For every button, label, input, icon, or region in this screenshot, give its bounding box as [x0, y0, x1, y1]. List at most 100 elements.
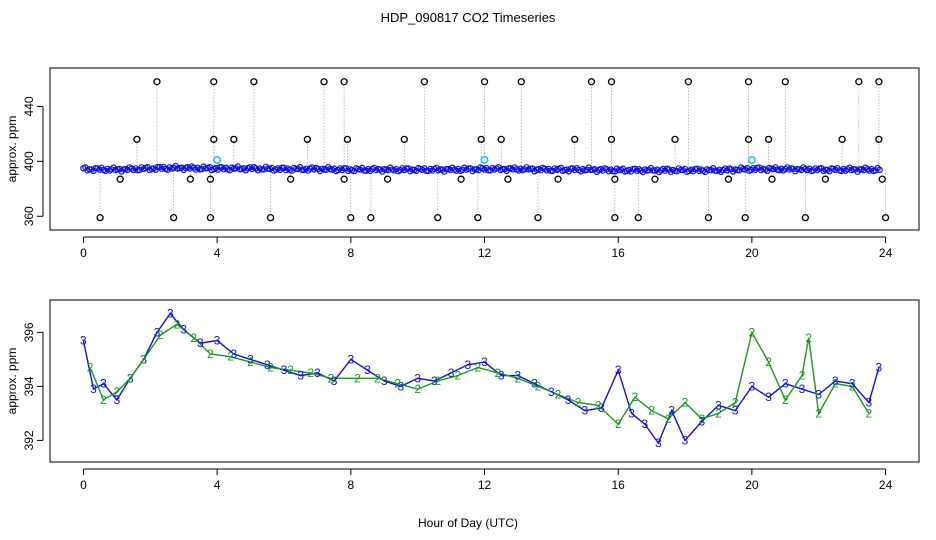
cyan-point — [747, 155, 756, 164]
series-2-marker: 2 — [595, 398, 602, 412]
series-2-marker: 2 — [805, 331, 812, 345]
outlier-mid-high-point — [343, 135, 352, 144]
y-tick-label: 440 — [22, 96, 36, 116]
series-2-marker: 2 — [615, 417, 622, 431]
series-3-marker: 3 — [214, 334, 221, 348]
outlier-low-point — [881, 213, 890, 222]
series-3-marker: 3 — [314, 366, 321, 380]
series-3-marker: 3 — [732, 404, 739, 418]
series-3-marker: 3 — [264, 358, 271, 372]
series-3-marker: 3 — [849, 377, 856, 391]
x-tick-label: 12 — [478, 246, 492, 260]
outlier-mid-low-point — [340, 175, 348, 183]
x-tick-label: 16 — [612, 246, 626, 260]
series-3-marker: 3 — [598, 401, 605, 415]
series-3-marker: 3 — [498, 369, 505, 383]
outlier-mid-low-point — [457, 175, 465, 183]
outlier-high-point — [340, 78, 348, 86]
series-2-marker: 2 — [394, 377, 401, 391]
series-2-marker: 2 — [698, 412, 705, 426]
series-3-marker: 3 — [642, 417, 649, 431]
series-3-marker: 3 — [832, 374, 839, 388]
cyan-point — [480, 155, 489, 164]
outlier-high-point — [781, 78, 789, 86]
outlier-high-point — [210, 78, 218, 86]
outlier-low-point — [474, 213, 482, 222]
panel-2-lines — [82, 312, 880, 445]
x-tick-label: 4 — [214, 478, 221, 492]
series-2-marker: 2 — [474, 361, 481, 375]
x-tick-label: 0 — [80, 478, 87, 492]
outlier-high-point — [607, 78, 616, 86]
panel-1-x-axis: 0 4 8 12 16 20 24 — [80, 236, 893, 260]
outlier-mid-high-point — [477, 135, 485, 144]
series-3-marker: 3 — [297, 369, 304, 383]
outlier-mid-high-point — [230, 135, 238, 144]
series-2-marker: 2 — [354, 371, 361, 385]
panel-1-points — [80, 78, 890, 222]
outlier-high-point — [480, 78, 489, 86]
outlier-high-point — [684, 78, 693, 86]
series-2-marker: 2 — [374, 371, 381, 385]
series-2-marker: 2 — [866, 406, 873, 420]
outlier-mid-low-point — [878, 175, 886, 183]
x-tick-label: 12 — [478, 478, 492, 492]
series-3-marker: 3 — [398, 379, 405, 393]
series-3-marker: 3 — [565, 393, 572, 407]
series-2-marker: 2 — [495, 366, 502, 380]
panel-1-y-axis: 360 400 440 — [22, 96, 44, 226]
series-3-marker: 3 — [364, 363, 371, 377]
series-3-marker: 3 — [782, 377, 789, 391]
series-3-marker: 3 — [581, 404, 588, 418]
y-tick-label: 396 — [22, 322, 36, 342]
outlier-low-point — [367, 213, 375, 222]
panel-2-x-axis: 0 4 8 12 16 20 24 — [80, 468, 893, 492]
series-2-marker: 2 — [327, 371, 334, 385]
series-3-marker: 3 — [515, 369, 522, 383]
series-3-marker: 3 — [481, 355, 488, 369]
series-2-marker: 2 — [832, 377, 839, 391]
x-tick-label: 0 — [80, 246, 87, 260]
outlier-low-point — [347, 213, 355, 222]
series-3-marker: 3 — [715, 398, 722, 412]
series-3-marker: 3 — [90, 382, 97, 396]
outlier-mid-high-point — [210, 135, 218, 144]
series-2-marker: 2 — [782, 393, 789, 407]
series-3-marker: 3 — [615, 363, 622, 377]
series-3-marker: 3 — [331, 374, 338, 388]
series-2-marker: 2 — [648, 404, 655, 418]
outlier-mid-high-point — [571, 135, 579, 144]
series-2-marker: 2 — [247, 355, 254, 369]
series-2-marker: 2 — [849, 379, 856, 393]
outlier-mid-low-point — [504, 175, 512, 183]
panel-1-plot-box — [49, 67, 920, 231]
series-2-marker: 2 — [555, 388, 562, 402]
baseline-point — [264, 165, 272, 172]
series-3-marker: 3 — [531, 377, 538, 391]
outlier-low-point — [611, 213, 619, 222]
outlier-low-point — [534, 213, 542, 222]
series-2-marker: 2 — [799, 369, 806, 383]
outlier-mid-high-point — [764, 135, 773, 144]
y-tick-label: 400 — [22, 151, 36, 171]
panel-2-ylabel: approx. ppm — [5, 348, 19, 415]
outlier-low-point — [170, 213, 178, 222]
outlier-mid-low-point — [186, 175, 195, 183]
series-2-marker: 2 — [715, 406, 722, 420]
outlier-mid-low-point — [206, 175, 215, 183]
series-3-marker: 3 — [247, 352, 254, 366]
outlier-high-point — [420, 78, 428, 86]
x-tick-label: 24 — [879, 478, 893, 492]
series-3-marker: 3 — [100, 377, 107, 391]
y-tick-label: 360 — [22, 206, 36, 226]
series-3-marker: 3 — [431, 374, 438, 388]
panel-2-plot-box — [49, 299, 920, 463]
series-3-marker: 3 — [167, 307, 174, 321]
outlier-mid-low-point — [116, 175, 124, 183]
series-3-marker: 3 — [799, 382, 806, 396]
outlier-high-point — [875, 78, 883, 86]
outlier-high-point — [320, 78, 328, 86]
